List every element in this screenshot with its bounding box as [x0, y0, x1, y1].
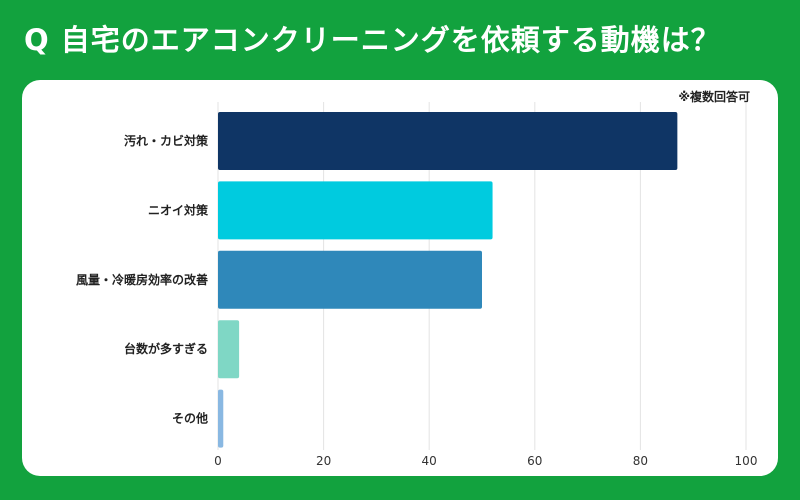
- category-label: その他: [172, 411, 208, 426]
- chart-panel: ※複数回答可 0 20 40 60 80 100 汚れ・カビ対策ニオイ対策風量・冷暖房効率の…: [22, 80, 778, 476]
- multiple-answer-note: ※複数回答可: [678, 90, 750, 104]
- bar: [218, 389, 224, 448]
- category-label: ニオイ対策: [148, 202, 209, 217]
- chart-title: Q 自宅のエアコンクリーニングを依頼する動機は？: [24, 23, 721, 57]
- x-tick-label: 20: [316, 454, 331, 468]
- bar: [218, 112, 678, 170]
- x-tick-label: 60: [527, 454, 542, 468]
- category-label: 風量・冷暖房効率の改善: [76, 272, 208, 287]
- x-tick-label: 40: [422, 454, 437, 468]
- bar: [218, 320, 240, 379]
- bar-chart: 0 20 40 60 80 100 汚れ・カビ対策ニオイ対策風量・冷暖房効率の改善台数が多す…: [76, 102, 758, 468]
- bar: [218, 250, 482, 309]
- x-tick-label: 100: [735, 454, 758, 468]
- x-tick-label: 80: [633, 454, 648, 468]
- bar: [218, 181, 493, 240]
- category-label: 汚れ・カビ対策: [124, 133, 209, 148]
- x-tick-label: 0: [214, 454, 222, 468]
- category-label: 台数が多すぎる: [124, 341, 208, 356]
